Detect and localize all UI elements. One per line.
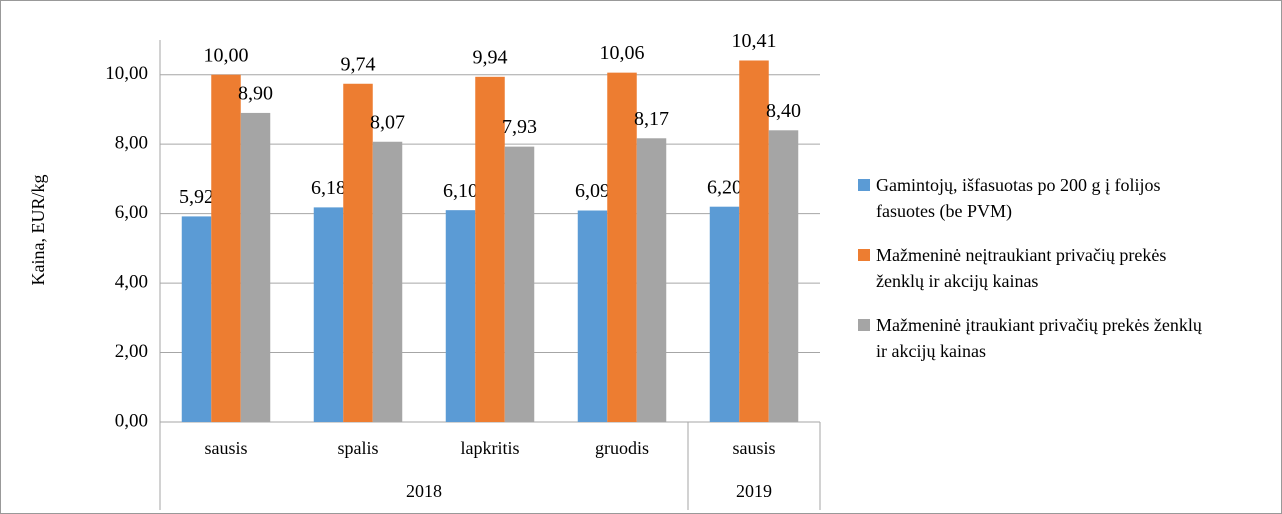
- data-label: 8,17: [634, 108, 669, 130]
- data-label: 7,93: [502, 116, 537, 138]
- y-axis-label: Kaina, EUR/kg: [28, 175, 48, 286]
- legend-item: Mažmeninė įtraukiant privačių prekės žen…: [858, 312, 1258, 364]
- bar: [607, 72, 637, 422]
- x-tick-label: gruodis: [595, 438, 649, 458]
- y-tick-label: 10,00: [105, 63, 148, 84]
- x-tick-label: sausis: [204, 438, 247, 458]
- bar: [709, 206, 740, 422]
- data-label: 6,10: [443, 180, 478, 202]
- legend-swatch: [858, 249, 870, 261]
- data-label: 5,92: [179, 186, 214, 208]
- y-tick-label: 8,00: [115, 133, 148, 154]
- data-label: 6,18: [311, 177, 346, 199]
- data-label: 9,94: [473, 46, 508, 68]
- y-tick-label: 0,00: [115, 410, 148, 431]
- y-tick-label: 6,00: [115, 202, 148, 223]
- group-label: 2018: [406, 481, 442, 501]
- y-tick-label: 4,00: [115, 271, 148, 292]
- legend-label: Gamintojų, išfasuotas po 200 g į folijos…: [876, 175, 1161, 221]
- bar: [739, 60, 769, 423]
- data-label: 8,07: [370, 111, 405, 133]
- data-label: 6,09: [575, 180, 610, 202]
- legend-item: Mažmeninė neįtraukiant privačių prekės ž…: [858, 242, 1258, 294]
- data-label: 8,90: [238, 83, 273, 105]
- legend-label: Mažmeninė neįtraukiant privačių prekės ž…: [876, 245, 1167, 291]
- x-tick-label: lapkritis: [461, 438, 520, 458]
- bar: [636, 138, 667, 422]
- bar: [372, 141, 403, 422]
- data-label: 10,06: [600, 42, 645, 64]
- data-label: 8,40: [766, 100, 801, 122]
- bar: [445, 210, 476, 422]
- x-tick-label: spalis: [337, 438, 378, 458]
- bar: [577, 210, 608, 422]
- bar: [343, 83, 373, 423]
- bar: [211, 74, 241, 423]
- data-label: 6,20: [707, 176, 742, 198]
- bar: [240, 112, 271, 422]
- x-tick-label: sausis: [732, 438, 775, 458]
- legend-swatch: [858, 179, 870, 191]
- bar: [504, 146, 535, 422]
- legend-swatch: [858, 319, 870, 331]
- legend-item: Gamintojų, išfasuotas po 200 g į folijos…: [858, 172, 1258, 224]
- bar: [181, 216, 212, 422]
- data-label: 10,00: [204, 44, 249, 66]
- bar: [313, 207, 344, 422]
- legend-label: Mažmeninė įtraukiant privačių prekės žen…: [876, 315, 1202, 361]
- bar: [768, 130, 799, 423]
- data-label: 10,41: [732, 30, 777, 52]
- bar: [475, 76, 505, 422]
- group-label: 2019: [736, 481, 772, 501]
- data-label: 9,74: [341, 53, 376, 75]
- y-tick-label: 2,00: [115, 341, 148, 362]
